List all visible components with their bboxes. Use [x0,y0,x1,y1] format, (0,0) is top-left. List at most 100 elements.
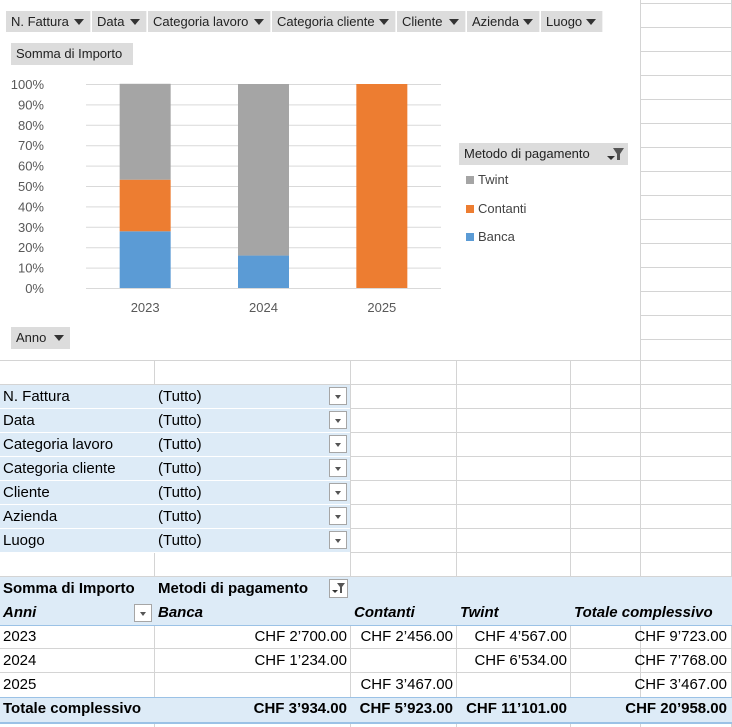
values-field-label: Somma di Importo [16,46,123,61]
filter-label: N. Fattura [3,388,70,405]
pivot-cell: CHF 6’534.00 [474,652,567,669]
field-button-label: Luogo [546,14,583,29]
legend-item-twint: Twint [466,172,508,188]
chevron-down-icon[interactable] [379,19,389,25]
pivot-total-cell: CHF 5’923.00 [359,700,453,717]
pivot-cell: CHF 9’723.00 [634,628,727,645]
chevron-down-icon[interactable] [74,19,84,25]
filter-label: Luogo [3,532,45,549]
chart-field-button-n-fattura[interactable]: N. Fattura [6,11,91,32]
y-tick-label: 90% [18,97,44,112]
filter-row-categoria-cliente: Categoria cliente (Tutto) [0,457,350,481]
filter-row-azienda: Azienda (Tutto) [0,505,350,529]
filter-value: (Tutto) [158,532,202,549]
chevron-down-icon[interactable] [449,19,459,25]
legend-label: Banca [478,229,515,244]
axis-field-label: Anno [16,330,47,345]
chart-field-button-categoria-lavoro[interactable]: Categoria lavoro [148,11,271,32]
chevron-down-icon[interactable] [130,19,140,25]
pivot-row-label: 2025 [3,676,37,693]
chart-field-button-luogo[interactable]: Luogo [541,11,603,32]
pivot-row-label: 2023 [3,628,37,645]
filter-row-n-fattura: N. Fattura (Tutto) [0,385,350,409]
filter-label: Azienda [3,508,58,525]
pivot-cell: CHF 2’456.00 [360,628,453,645]
filter-dropdown-button[interactable] [329,387,347,405]
chevron-down-icon[interactable] [254,19,264,25]
chevron-down-icon[interactable] [54,335,64,341]
pivot-cell: CHF 4’567.00 [474,628,567,645]
filter-dropdown-button[interactable] [329,411,347,429]
filter-icon[interactable] [605,145,625,163]
filter-label: Categoria lavoro [3,436,114,453]
legend-label: Contanti [478,201,527,216]
pivot-cell: CHF 3’467.00 [634,676,727,693]
chart-field-button-data[interactable]: Data [92,11,147,32]
filter-row-categoria-lavoro: Categoria lavoro (Tutto) [0,433,350,457]
pivot-col-header-twint: Twint [460,604,499,621]
field-button-label: Azienda [472,14,519,29]
chevron-down-icon[interactable] [586,19,596,25]
pivot-total-cell: CHF 20’958.00 [625,700,727,717]
legend-swatch [466,233,474,241]
filter-dropdown-button[interactable] [329,459,347,477]
bar-segment [119,179,171,232]
pivot-total-cell: CHF 11’101.00 [466,700,567,717]
pivot-chart[interactable]: N. Fattura Data Categoria lavoro Categor… [0,0,641,361]
legend-swatch [466,205,474,213]
y-tick-label: 20% [18,240,44,255]
chart-field-button-cliente[interactable]: Cliente [397,11,466,32]
pivot-total-label: Totale complessivo [3,700,142,717]
bar-segment [238,255,289,288]
legend-item-contanti: Contanti [466,201,526,217]
legend-label: Twint [478,172,509,187]
x-tick-label: 2024 [249,300,278,315]
x-tick-label: 2025 [367,300,396,315]
y-tick-label: 30% [18,220,44,235]
axis-field-button-anno[interactable]: Anno [11,327,70,349]
filter-dropdown-button[interactable] [329,507,347,525]
filter-row-data: Data (Tutto) [0,409,350,433]
y-tick-label: 50% [18,179,44,194]
field-button-label: Categoria lavoro [153,14,249,29]
pivot-cell [456,673,567,697]
filter-value: (Tutto) [158,508,202,525]
pivot-row-label: 2024 [3,652,37,669]
legend-swatch [466,176,474,184]
y-tick-label: 100% [11,77,45,92]
pivot-cell: CHF 1’234.00 [254,652,347,669]
row-field-dropdown-button[interactable] [134,604,152,622]
bar-segment [119,231,171,288]
filter-row-luogo: Luogo (Tutto) [0,529,350,553]
chevron-down-icon[interactable] [523,19,533,25]
field-button-label: N. Fattura [11,14,69,29]
filter-dropdown-button[interactable] [329,483,347,501]
filter-value: (Tutto) [158,388,202,405]
chart-field-button-azienda[interactable]: Azienda [467,11,540,32]
filter-label: Data [3,412,35,429]
bar-segment [238,84,289,256]
pivot-cell [154,673,347,697]
pivot-col-header-banca: Banca [158,604,204,621]
pivot-row-field-label: Anni [3,604,37,621]
pivot-header-band [0,577,732,626]
y-tick-label: 60% [18,159,44,174]
filter-dropdown-button[interactable] [329,531,347,549]
column-filter-icon[interactable] [329,579,348,598]
y-tick-label: 80% [18,118,44,133]
chart-field-button-categoria-cliente[interactable]: Categoria cliente [272,11,396,32]
pivot-cell [350,649,453,673]
chart-plot: 100% 90% 80% 70% 60% 50% 40% 30% 20% 10% 0% 2023 202… [11,77,441,315]
filter-label: Categoria cliente [3,460,116,477]
filter-value: (Tutto) [158,412,202,429]
bar-segment [356,84,408,288]
filter-label: Cliente [3,484,50,501]
legend-field-button[interactable]: Metodo di pagamento [459,143,628,165]
y-tick-label: 10% [18,261,44,276]
field-button-label: Cliente [402,14,443,29]
values-field-button[interactable]: Somma di Importo [11,43,133,65]
pivot-total-cell: CHF 3’934.00 [253,700,347,717]
legend-field-label: Metodo di pagamento [464,146,590,161]
filter-dropdown-button[interactable] [329,435,347,453]
legend-item-banca: Banca [466,229,515,245]
